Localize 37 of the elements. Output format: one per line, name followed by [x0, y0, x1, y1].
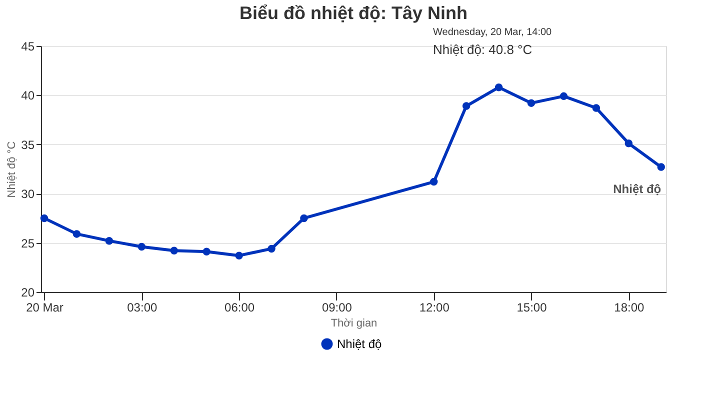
y-tick-label: 25: [21, 236, 35, 250]
point: [657, 163, 666, 171]
legend-label: Nhiệt độ: [337, 337, 382, 351]
y-axis-title: Nhiệt độ °C: [6, 141, 18, 198]
point: [40, 214, 48, 222]
point: [624, 140, 633, 148]
x-tick-label: 03:00: [127, 300, 158, 314]
point: [494, 83, 503, 92]
point: [170, 246, 178, 255]
y-tick-label: 40: [21, 88, 35, 103]
y-tick-label: 45: [21, 40, 35, 54]
y-tick-label: 35: [21, 138, 35, 152]
annotation: Nhiệt độ: 40.8 °C: [433, 42, 532, 57]
point: [268, 244, 276, 253]
point: [105, 236, 114, 245]
text: Nhiệt độ: [613, 182, 662, 196]
y-tick-label: 30: [21, 187, 35, 202]
x-tick-label: 12:00: [419, 300, 450, 314]
point: [430, 178, 438, 186]
x-tick-label: 18:00: [614, 300, 644, 314]
point: [202, 248, 210, 256]
point: [592, 104, 600, 112]
x-tick-label: 15:00: [516, 300, 548, 314]
point: [138, 242, 146, 251]
x-tick-label: 09:00: [322, 300, 352, 314]
x-tick-label: 06:00: [224, 300, 255, 314]
text: Wednesday, 20 Mar, 14:00: [433, 27, 552, 38]
point: [527, 99, 536, 107]
x-axis-title: Thời gian: [330, 318, 378, 330]
chart-title: Biểu đồ nhiệt độ: Tây Ninh: [240, 3, 468, 23]
point: [560, 92, 568, 100]
point: [72, 230, 81, 238]
point: [235, 252, 243, 260]
y-tick-label: 20: [21, 286, 35, 300]
point: [300, 214, 308, 222]
x-tick-label: 20 Mar: [26, 300, 64, 314]
point: [462, 102, 470, 110]
